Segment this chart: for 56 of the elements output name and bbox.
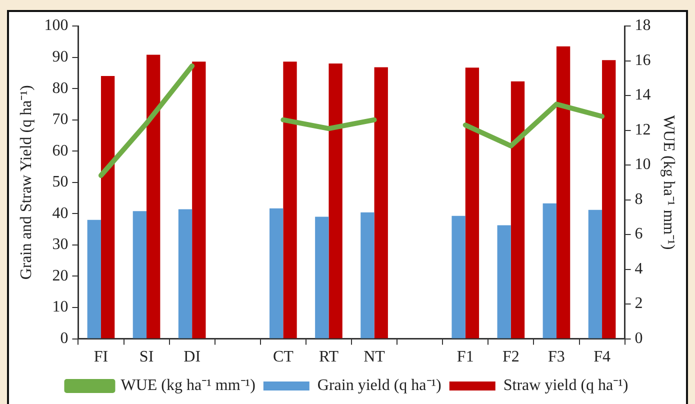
bar bbox=[602, 60, 616, 338]
x-tick-label: DI bbox=[184, 348, 201, 366]
bar bbox=[556, 46, 570, 338]
y2-tick-label: 12 bbox=[634, 121, 651, 138]
y-tick-label: 50 bbox=[52, 174, 68, 191]
y-tick-label: 70 bbox=[52, 111, 68, 128]
legend-label: WUE (kg ha⁻¹ mm⁻¹) bbox=[120, 377, 256, 394]
bar bbox=[132, 211, 147, 338]
y-tick-label: 40 bbox=[52, 204, 68, 222]
bar bbox=[192, 62, 206, 338]
x-tick-label: F3 bbox=[548, 348, 565, 366]
y-tick-label: 0 bbox=[60, 330, 68, 348]
bar bbox=[283, 62, 297, 338]
bar bbox=[328, 64, 342, 338]
y2-tick-label: 4 bbox=[634, 260, 643, 278]
y2-tick-label: 16 bbox=[634, 52, 651, 69]
y-tick-label: 10 bbox=[52, 298, 68, 316]
x-tick-label: SI bbox=[139, 348, 154, 366]
bar bbox=[588, 210, 602, 338]
y2-tick-label: 6 bbox=[634, 226, 643, 243]
y-axis-title: Grain and Straw Yield (q ha⁻¹) bbox=[18, 85, 35, 280]
x-tick-label: F2 bbox=[502, 348, 520, 366]
y2-tick-label: 10 bbox=[634, 156, 651, 174]
y2-tick-label: 14 bbox=[634, 86, 651, 104]
y2-axis-title: WUE (kg ha⁻¹ mm⁻¹) bbox=[660, 115, 678, 250]
x-tick-label: RT bbox=[318, 348, 339, 366]
y2-tick-label: 8 bbox=[634, 190, 643, 208]
bar bbox=[87, 220, 101, 338]
x-tick-label: FI bbox=[94, 348, 108, 366]
x-tick-label: F1 bbox=[456, 348, 474, 366]
y2-tick-label: 18 bbox=[634, 17, 651, 34]
y2-tick-label: 0 bbox=[634, 330, 643, 348]
bar bbox=[497, 225, 511, 338]
legend-label: Grain yield (q ha⁻¹) bbox=[317, 377, 442, 394]
bar bbox=[146, 54, 160, 338]
y-tick-label: 80 bbox=[52, 80, 68, 97]
y2-tick-label: 2 bbox=[634, 295, 643, 312]
x-tick-label: F4 bbox=[594, 348, 610, 366]
y-tick-label: 20 bbox=[52, 267, 68, 284]
bar bbox=[270, 208, 284, 338]
y-tick-label: 30 bbox=[52, 236, 68, 254]
bar bbox=[542, 203, 556, 338]
y-tick-label: 90 bbox=[52, 48, 68, 66]
bar bbox=[315, 216, 329, 338]
bar bbox=[178, 209, 192, 338]
bar bbox=[360, 212, 374, 338]
legend-label: Straw yield (q ha⁻¹) bbox=[503, 377, 628, 394]
y-tick-label: 60 bbox=[52, 142, 68, 160]
bar bbox=[452, 216, 466, 338]
bar bbox=[465, 68, 480, 338]
bar bbox=[100, 76, 115, 338]
x-tick-label: CT bbox=[272, 348, 294, 366]
bar bbox=[510, 81, 525, 338]
bar bbox=[374, 67, 388, 338]
y-tick-label: 100 bbox=[44, 17, 68, 34]
x-tick-label: NT bbox=[364, 348, 386, 366]
